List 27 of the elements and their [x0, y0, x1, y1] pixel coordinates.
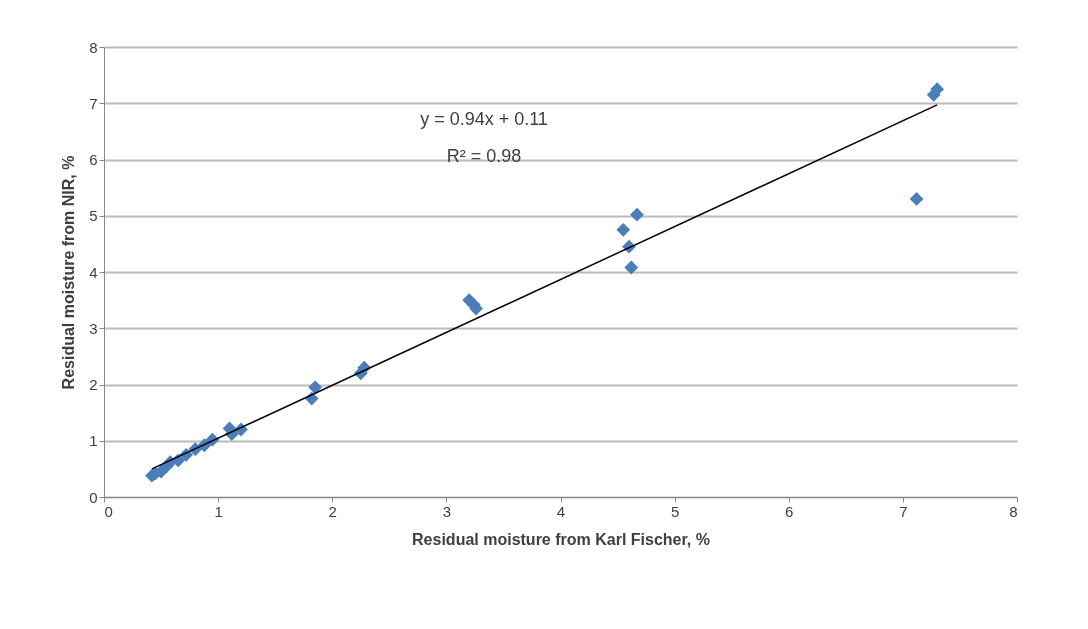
- x-tick-label: 6: [785, 502, 794, 520]
- point: [624, 260, 639, 275]
- y-tick-label: 0: [89, 488, 98, 506]
- point: [909, 191, 924, 206]
- x-tick-label: 4: [556, 502, 566, 520]
- x-axis-title: Residual moisture from Karl Fischer, %: [412, 530, 710, 548]
- point: [308, 380, 323, 395]
- y-tick-label: 2: [89, 376, 98, 393]
- y-axis-title: Residual moisture from NIR, %: [60, 155, 78, 390]
- annotation: y = 0.94x + 0.11: [420, 109, 548, 129]
- y-tick-label: 7: [89, 94, 98, 112]
- y-tick-label: 1: [89, 432, 98, 450]
- x-tick-label: 8: [1009, 502, 1018, 520]
- point: [630, 207, 644, 222]
- point: [616, 222, 631, 237]
- x-tick-label: 3: [442, 502, 452, 520]
- y-tick-label: 8: [89, 38, 98, 56]
- x-tick-label: 0: [104, 502, 113, 520]
- x-tick-label: 2: [328, 502, 337, 520]
- x-tick-label: 1: [214, 502, 223, 520]
- annotation: R² = 0.98: [446, 146, 522, 166]
- y-tick-label: 3: [89, 319, 98, 337]
- x-tick-label: 7: [899, 502, 908, 520]
- x-tick-label: 5: [670, 502, 680, 520]
- y-tick-label: 4: [89, 263, 98, 281]
- y-tick-label: 5: [89, 207, 98, 225]
- y-tick-label: 6: [89, 151, 98, 168]
